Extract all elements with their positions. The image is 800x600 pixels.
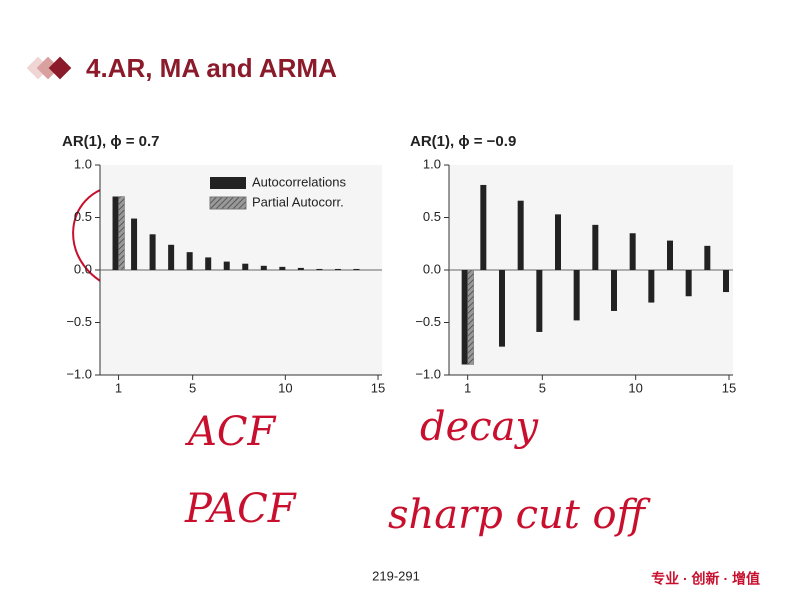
bar bbox=[629, 233, 636, 270]
annotation: PACF bbox=[184, 486, 297, 532]
bar bbox=[467, 269, 474, 365]
x-tick-label: 10 bbox=[278, 380, 292, 395]
x-tick-label: 5 bbox=[539, 380, 546, 395]
bar bbox=[685, 270, 692, 297]
y-tick-label: −0.5 bbox=[415, 314, 441, 329]
bar bbox=[112, 196, 119, 270]
chart-title: AR(1), ϕ = −0.9 bbox=[410, 133, 516, 150]
slogan: 专业 · 创新 · 增值 bbox=[651, 571, 760, 587]
y-tick-label: 0.0 bbox=[74, 261, 92, 276]
y-tick-label: 0.0 bbox=[423, 261, 441, 276]
page-number: 219-291 bbox=[372, 568, 420, 583]
bar bbox=[131, 218, 138, 270]
annotation: decay bbox=[420, 404, 540, 450]
bar bbox=[297, 267, 304, 270]
bar bbox=[648, 270, 655, 303]
bar bbox=[592, 224, 599, 270]
y-tick-label: −1.0 bbox=[415, 366, 441, 381]
slide-title: 4.AR, MA and ARMA bbox=[86, 53, 337, 83]
legend-swatch bbox=[209, 196, 247, 210]
bar bbox=[611, 270, 617, 311]
bar bbox=[353, 268, 360, 270]
bar bbox=[205, 257, 212, 270]
bar bbox=[168, 244, 175, 270]
x-tick-label: 5 bbox=[189, 380, 196, 395]
legend-label: Autocorrelations bbox=[252, 174, 346, 189]
bar bbox=[517, 200, 524, 270]
bar bbox=[499, 270, 505, 347]
bar bbox=[260, 265, 267, 270]
x-tick-label: 10 bbox=[628, 380, 642, 395]
bar bbox=[334, 268, 341, 270]
bar bbox=[149, 234, 156, 270]
y-tick-label: −1.0 bbox=[66, 366, 92, 381]
bar bbox=[704, 245, 711, 270]
bar bbox=[480, 184, 487, 270]
legend-label: Partial Autocorr. bbox=[252, 194, 344, 209]
bar bbox=[573, 270, 580, 321]
x-tick-label: 1 bbox=[464, 380, 471, 395]
y-tick-label: 1.0 bbox=[74, 156, 92, 171]
bar bbox=[461, 270, 468, 365]
bar bbox=[223, 261, 230, 270]
x-tick-label: 15 bbox=[371, 380, 385, 395]
x-tick-label: 1 bbox=[115, 380, 122, 395]
x-tick-label: 15 bbox=[722, 380, 736, 395]
bar bbox=[555, 214, 561, 270]
bar bbox=[186, 252, 193, 270]
chart-title: AR(1), ϕ = 0.7 bbox=[62, 133, 160, 150]
y-tick-label: −0.5 bbox=[66, 314, 92, 329]
bar bbox=[536, 270, 543, 332]
bar bbox=[279, 266, 286, 270]
bar bbox=[667, 240, 673, 270]
y-tick-label: 1.0 bbox=[423, 156, 441, 171]
annotation: sharp cut off bbox=[388, 492, 652, 538]
bar bbox=[118, 196, 125, 271]
legend-swatch bbox=[210, 177, 246, 189]
header-icon bbox=[26, 56, 72, 80]
y-tick-label: 0.5 bbox=[74, 209, 92, 224]
y-tick-label: 0.5 bbox=[423, 209, 441, 224]
annotation: ACF bbox=[184, 409, 276, 455]
bar bbox=[723, 270, 729, 293]
bar bbox=[316, 268, 323, 270]
bar bbox=[242, 263, 249, 270]
